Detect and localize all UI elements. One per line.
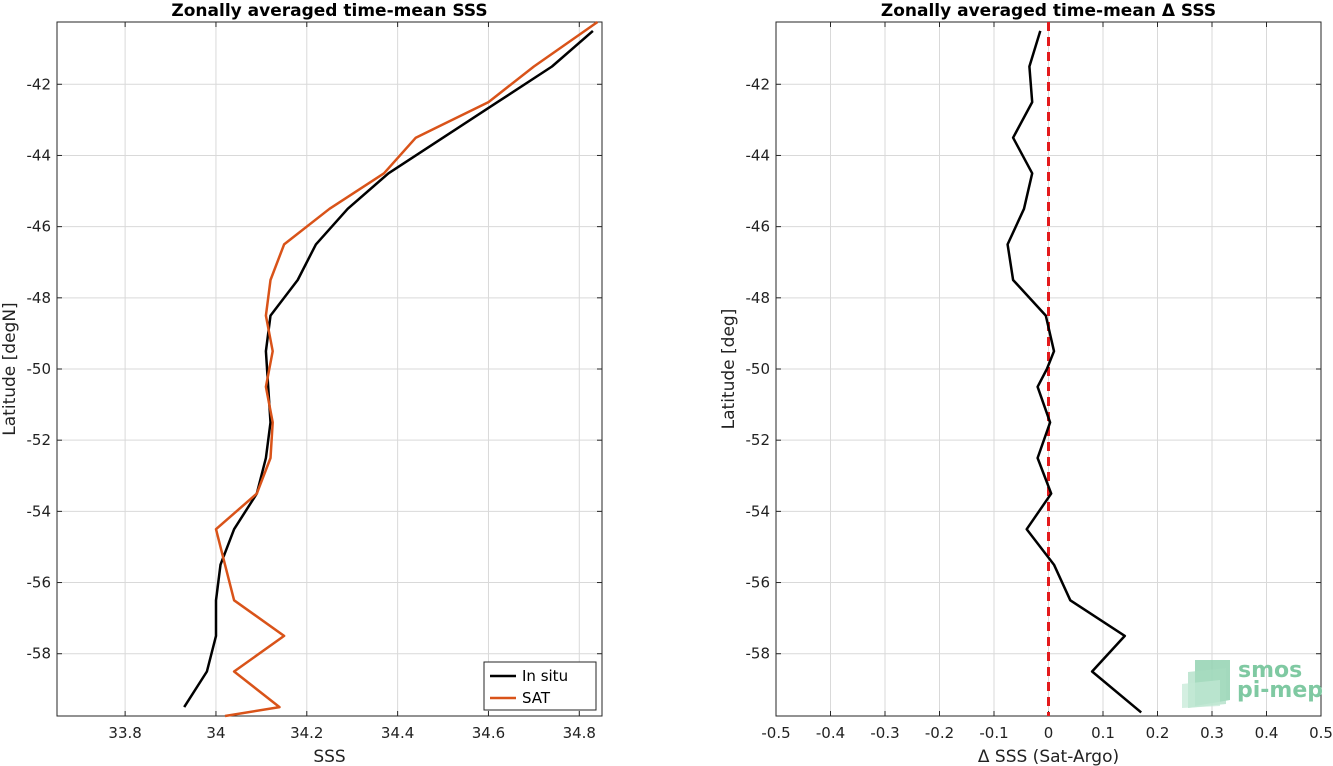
series-line-sat	[214, 20, 599, 718]
x-tick-label: 34	[206, 724, 225, 742]
smos-pi-mep-logo: smos pi-mep	[1182, 658, 1323, 708]
y-tick-label: -50	[27, 360, 52, 378]
x-tick-label: -0.2	[925, 724, 954, 742]
x-axis-label: SSS	[313, 747, 345, 766]
chart-title: Zonally averaged time-mean SSS	[171, 1, 487, 21]
y-tick-label: -42	[746, 75, 771, 93]
x-tick-label: 0	[1044, 724, 1054, 742]
sss-panel: 33.8 34 34.2 34.4 34.6 34.8 -58 -56 -54 -52 -50 -48…	[0, 1, 603, 766]
y-tick-label: -56	[746, 574, 771, 592]
y-tick-label: -54	[27, 502, 52, 520]
y-tick-label: -44	[746, 146, 771, 164]
legend-box	[483, 661, 597, 711]
x-tick-label: 0.2	[1146, 724, 1170, 742]
y-tick-label: -56	[27, 574, 52, 592]
y-tick-label: -46	[746, 218, 771, 236]
y-tick-label: -48	[746, 289, 771, 307]
x-tick-label: 34.6	[472, 724, 505, 742]
y-tick-label: -58	[746, 645, 771, 663]
x-tick-label: 34.8	[563, 724, 596, 742]
x-tick-label: 0.3	[1200, 724, 1224, 742]
x-tick-label: 0.5	[1309, 724, 1333, 742]
y-tick-label: -50	[746, 360, 771, 378]
y-tick-label: -42	[27, 75, 52, 93]
y-tick-label: -44	[27, 146, 52, 164]
x-tick-label: 0.1	[1091, 724, 1115, 742]
x-axis-label: Δ SSS (Sat-Argo)	[978, 747, 1119, 766]
series-line-0	[1006, 30, 1142, 714]
y-tick-label: -54	[746, 502, 771, 520]
legend-label: SAT	[522, 689, 551, 707]
legend-label: In situ	[522, 667, 568, 685]
logo-waves-icon	[1182, 660, 1230, 708]
y-axis-label: Latitude [deg]	[719, 309, 739, 430]
x-tick-label: 0.4	[1255, 724, 1279, 742]
legend: In situ SAT	[483, 661, 597, 711]
x-tick-label: -0.4	[816, 724, 845, 742]
y-tick-label: -52	[27, 431, 52, 449]
x-tick-label: -0.3	[870, 724, 899, 742]
series-line-in-situ	[183, 29, 594, 708]
y-tick-label: -58	[27, 645, 52, 663]
delta-sss-panel: -0.5 -0.4 -0.3 -0.2 -0.1 0 0.1 0.2 0.3 0.4 0.5 -58 -…	[719, 1, 1333, 766]
logo-line2: pi-mep	[1237, 678, 1323, 703]
x-tick-label: 34.2	[290, 724, 323, 742]
y-tick-label: -46	[27, 218, 52, 236]
y-axis-label: Latitude [degN]	[0, 302, 20, 435]
y-tick-label: -48	[27, 289, 52, 307]
x-tick-label: -0.5	[761, 724, 790, 742]
x-tick-label: -0.1	[979, 724, 1008, 742]
chart-title: Zonally averaged time-mean Δ SSS	[881, 1, 1216, 21]
y-tick-label: -52	[746, 431, 771, 449]
x-tick-label: 34.4	[381, 724, 414, 742]
x-tick-label: 33.8	[108, 724, 141, 742]
logo-line1: smos	[1238, 658, 1302, 683]
